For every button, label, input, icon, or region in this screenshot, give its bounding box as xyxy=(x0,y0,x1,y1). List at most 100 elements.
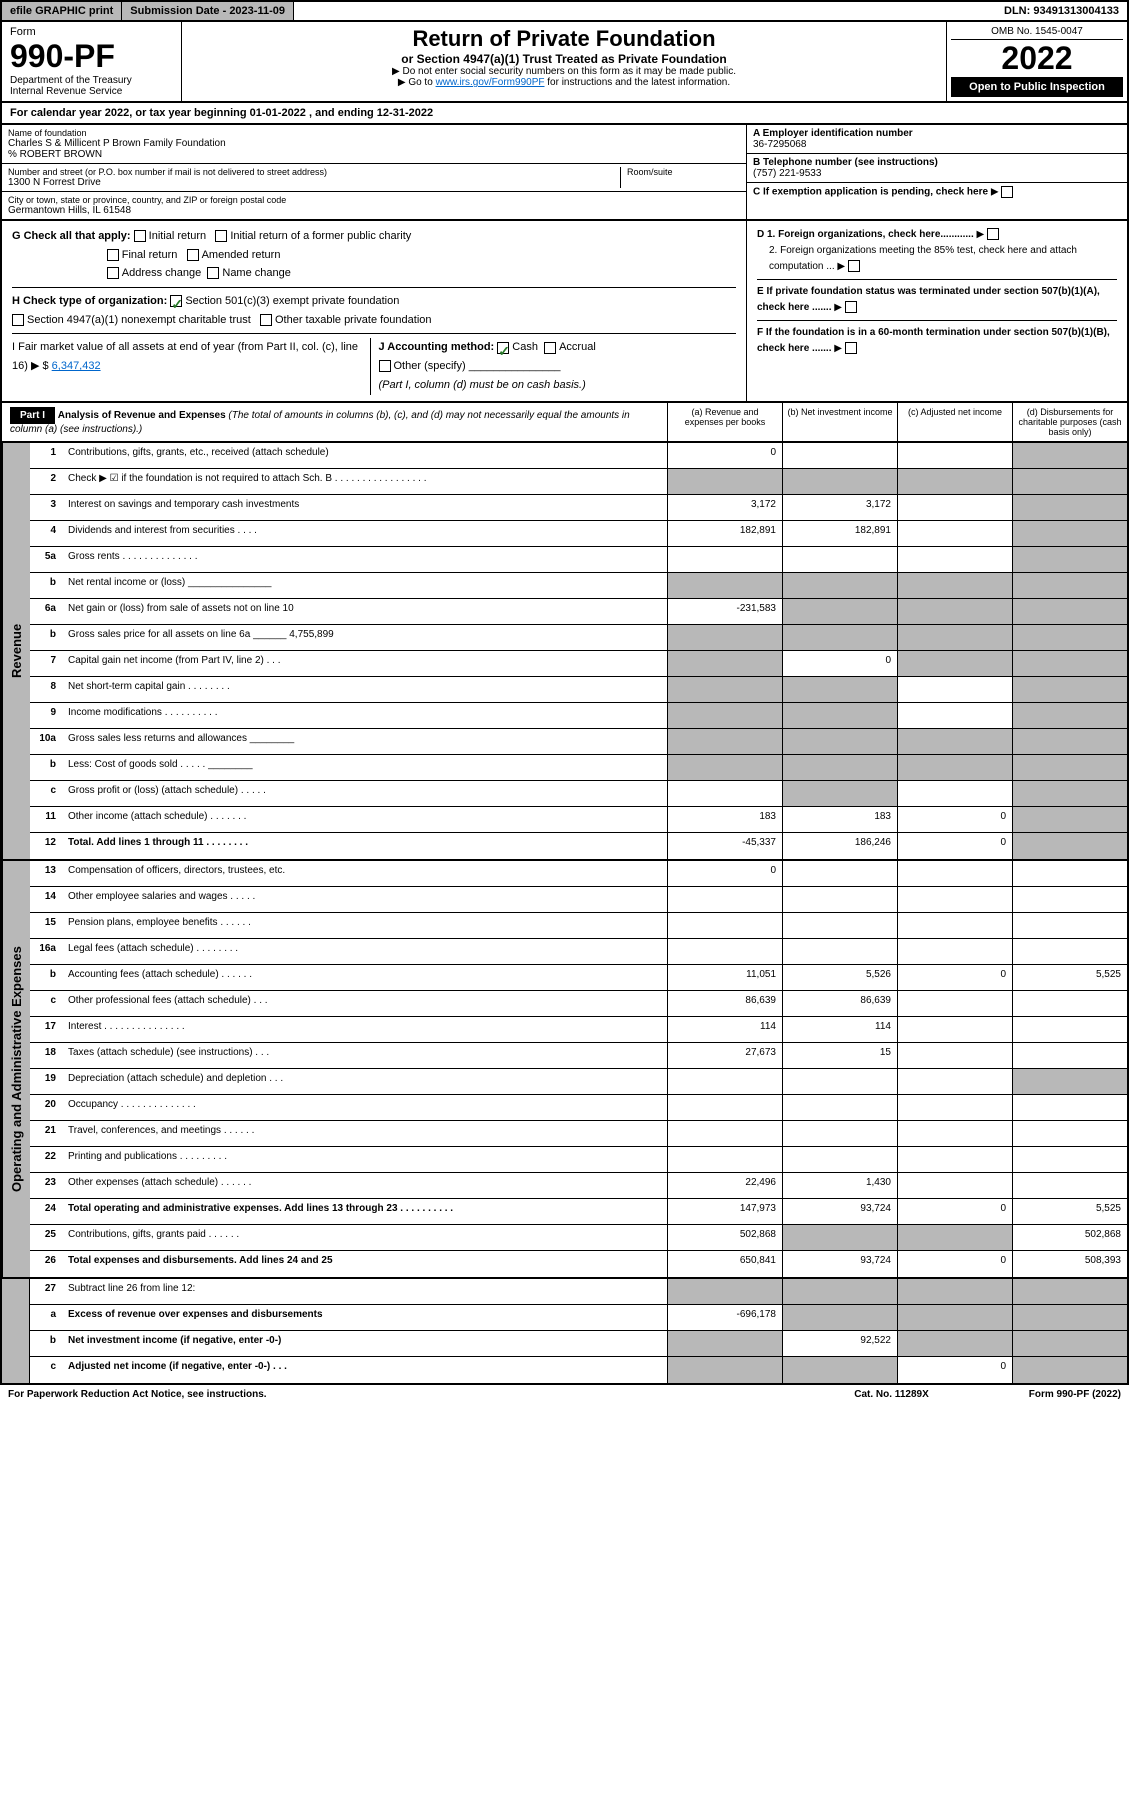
table-row: 17Interest . . . . . . . . . . . . . . .… xyxy=(30,1017,1127,1043)
cell-a: 27,673 xyxy=(667,1043,782,1068)
cell-a xyxy=(667,1147,782,1172)
cb-e[interactable] xyxy=(845,301,857,313)
cell-b xyxy=(782,1279,897,1304)
cell-d xyxy=(1012,1331,1127,1356)
d1-label: D 1. Foreign organizations, check here..… xyxy=(757,229,974,240)
cell-d: 5,525 xyxy=(1012,965,1127,990)
cell-d xyxy=(1012,521,1127,546)
cell-d xyxy=(1012,677,1127,702)
line-desc: Net investment income (if negative, ente… xyxy=(62,1331,667,1356)
line-desc: Depreciation (attach schedule) and deple… xyxy=(62,1069,667,1094)
cell-a xyxy=(667,677,782,702)
cell-d xyxy=(1012,625,1127,650)
ein-label: A Employer identification number xyxy=(753,128,1121,139)
e-label: E If private foundation status was termi… xyxy=(757,286,1100,313)
table-row: 6aNet gain or (loss) from sale of assets… xyxy=(30,599,1127,625)
cell-b: 93,724 xyxy=(782,1251,897,1277)
dept: Department of the Treasury xyxy=(10,75,173,86)
cb-initial-former[interactable] xyxy=(215,230,227,242)
line-desc: Gross sales less returns and allowances … xyxy=(62,729,667,754)
cb-cash[interactable] xyxy=(497,342,509,354)
line-num: 8 xyxy=(30,677,62,702)
col-a-head: (a) Revenue and expenses per books xyxy=(667,403,782,441)
line-num: 4 xyxy=(30,521,62,546)
d2-label: 2. Foreign organizations meeting the 85%… xyxy=(769,245,1077,272)
cell-c xyxy=(897,651,1012,676)
cell-b xyxy=(782,939,897,964)
form-header: Form 990-PF Department of the Treasury I… xyxy=(0,22,1129,103)
table-row: 16aLegal fees (attach schedule) . . . . … xyxy=(30,939,1127,965)
footer-left: For Paperwork Reduction Act Notice, see … xyxy=(8,1389,267,1400)
cell-a: -45,337 xyxy=(667,833,782,859)
table-row: 2Check ▶ ☑ if the foundation is not requ… xyxy=(30,469,1127,495)
cell-c xyxy=(897,887,1012,912)
c-checkbox[interactable] xyxy=(1001,186,1013,198)
cell-c xyxy=(897,1331,1012,1356)
cb-f[interactable] xyxy=(845,342,857,354)
ein: 36-7295068 xyxy=(753,139,1121,150)
cb-amended[interactable] xyxy=(187,249,199,261)
cell-b xyxy=(782,1147,897,1172)
cell-c xyxy=(897,1173,1012,1198)
cell-b xyxy=(782,469,897,494)
line-desc: Compensation of officers, directors, tru… xyxy=(62,861,667,886)
cell-d xyxy=(1012,651,1127,676)
line-num: 11 xyxy=(30,807,62,832)
footer-cat: Cat. No. 11289X xyxy=(854,1389,928,1400)
table-row: bNet rental income or (loss) ___________… xyxy=(30,573,1127,599)
cell-b: 114 xyxy=(782,1017,897,1042)
cell-b xyxy=(782,729,897,754)
cell-c xyxy=(897,1069,1012,1094)
footer: For Paperwork Reduction Act Notice, see … xyxy=(0,1385,1129,1404)
table-row: 27Subtract line 26 from line 12: xyxy=(30,1279,1127,1305)
cb-4947[interactable] xyxy=(12,314,24,326)
line-num: 1 xyxy=(30,443,62,468)
cb-other-tax[interactable] xyxy=(260,314,272,326)
cb-d2[interactable] xyxy=(848,260,860,272)
omb: OMB No. 1545-0047 xyxy=(951,26,1123,40)
cell-b: 1,430 xyxy=(782,1173,897,1198)
line-num: 23 xyxy=(30,1173,62,1198)
line-num: 7 xyxy=(30,651,62,676)
cell-c xyxy=(897,599,1012,624)
cell-b xyxy=(782,1095,897,1120)
line-desc: Legal fees (attach schedule) . . . . . .… xyxy=(62,939,667,964)
cell-a: 114 xyxy=(667,1017,782,1042)
cell-d xyxy=(1012,1147,1127,1172)
cb-d1[interactable] xyxy=(987,228,999,240)
table-row: 9Income modifications . . . . . . . . . … xyxy=(30,703,1127,729)
line-num: 21 xyxy=(30,1121,62,1146)
address: 1300 N Forrest Drive xyxy=(8,177,620,188)
cell-b xyxy=(782,781,897,806)
cell-b: 5,526 xyxy=(782,965,897,990)
cell-c xyxy=(897,1147,1012,1172)
cb-other-acct[interactable] xyxy=(379,360,391,372)
cell-c xyxy=(897,1121,1012,1146)
cell-d xyxy=(1012,887,1127,912)
table-row: 20Occupancy . . . . . . . . . . . . . . xyxy=(30,1095,1127,1121)
line-desc: Other employee salaries and wages . . . … xyxy=(62,887,667,912)
note-link: ▶ Go to www.irs.gov/Form990PF for instru… xyxy=(190,77,938,88)
cell-a xyxy=(667,913,782,938)
cell-c xyxy=(897,443,1012,468)
cell-a xyxy=(667,651,782,676)
cb-final[interactable] xyxy=(107,249,119,261)
cb-name[interactable] xyxy=(207,267,219,279)
cell-c xyxy=(897,939,1012,964)
form990pf-link[interactable]: www.irs.gov/Form990PF xyxy=(436,77,545,88)
revenue-label: Revenue xyxy=(2,443,30,859)
line-desc: Adjusted net income (if negative, enter … xyxy=(62,1357,667,1383)
cell-a xyxy=(667,729,782,754)
table-row: cOther professional fees (attach schedul… xyxy=(30,991,1127,1017)
cell-a: 0 xyxy=(667,861,782,886)
cell-a: 650,841 xyxy=(667,1251,782,1277)
g-label: G Check all that apply: xyxy=(12,230,131,242)
cell-c xyxy=(897,729,1012,754)
line-desc: Net gain or (loss) from sale of assets n… xyxy=(62,599,667,624)
cb-address[interactable] xyxy=(107,267,119,279)
cb-initial[interactable] xyxy=(134,230,146,242)
cb-accrual[interactable] xyxy=(544,342,556,354)
cell-a: 11,051 xyxy=(667,965,782,990)
cell-c xyxy=(897,495,1012,520)
cb-501c3[interactable] xyxy=(170,295,182,307)
